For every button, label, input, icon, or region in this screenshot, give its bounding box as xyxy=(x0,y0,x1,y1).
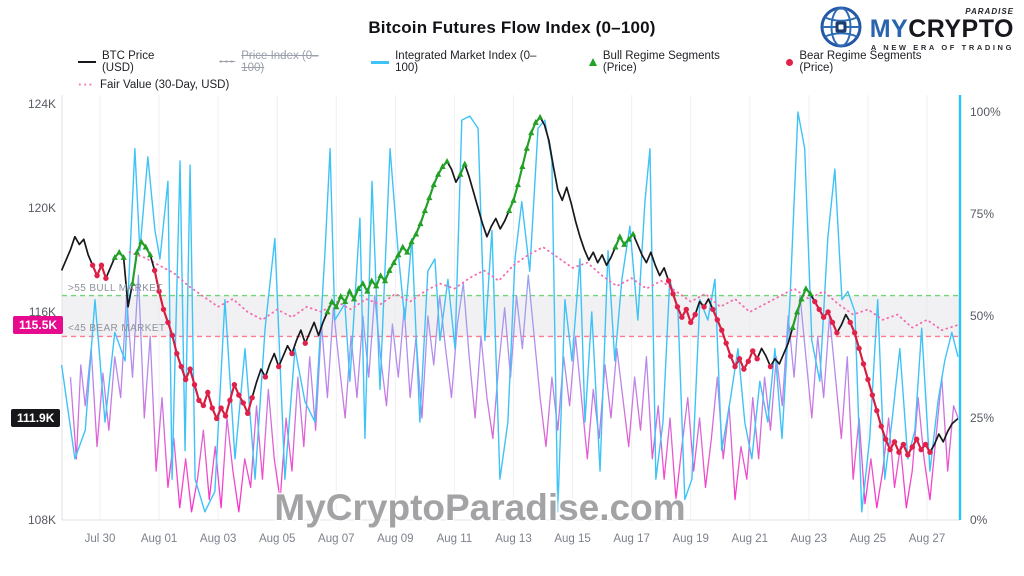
bull-threshold-label: >55 BULL MARKET xyxy=(68,282,163,294)
brand-logo: PARADISE MYCRYPTO A NEW ERA OF TRADING xyxy=(818,4,1014,55)
price-tick-label: 108K xyxy=(27,512,56,527)
page-title: Bitcoin Futures Flow Index (0–100) xyxy=(368,18,656,37)
legend-item-bear-segments[interactable]: Bear Regime Segments (Price) xyxy=(786,50,958,74)
date-tick-label: Aug 01 xyxy=(140,533,178,545)
date-tick-label: Aug 11 xyxy=(436,533,473,545)
legend-item-price-index[interactable]: ··· Price Index (0–100) xyxy=(219,50,319,74)
index-tick-label: 25% xyxy=(970,411,995,425)
index-tick-label: 0% xyxy=(970,513,988,527)
date-tick-label: Aug 25 xyxy=(849,533,887,545)
price-tick-label: 120K xyxy=(27,201,56,216)
triangle-swatch-icon xyxy=(588,58,597,66)
brand-name: MYCRYPTO xyxy=(869,14,1014,43)
brand-tagline: A NEW ERA OF TRADING xyxy=(870,42,1014,52)
date-tick-label: Aug 03 xyxy=(199,533,237,545)
brand-paradise: PARADISE xyxy=(965,6,1014,16)
chart-legend: BTC Price (USD) ··· Price Index (0–100) … xyxy=(78,50,958,96)
date-tick-label: Aug 27 xyxy=(908,533,946,545)
index-tick-label: 50% xyxy=(970,309,995,323)
line-swatch-icon xyxy=(78,61,96,63)
date-tick-label: Aug 09 xyxy=(377,533,414,545)
watermark: MyCryptoParadise.com xyxy=(274,487,686,528)
fair-value-badge: 115.5K xyxy=(13,315,64,334)
date-tick-label: Aug 13 xyxy=(495,533,532,545)
dotted-swatch-icon: ··· xyxy=(78,77,94,92)
index-tick-label: 100% xyxy=(970,105,1001,119)
date-tick-label: Aug 07 xyxy=(318,533,355,545)
date-tick-label: Aug 19 xyxy=(672,533,709,545)
dotted-swatch-icon: ··· xyxy=(219,54,236,69)
date-tick-label: Jul 30 xyxy=(84,533,116,545)
date-tick-label: Aug 15 xyxy=(554,533,591,545)
dot-swatch-icon xyxy=(786,58,794,66)
bear-threshold-label: <45 BEAR MARKET xyxy=(68,323,166,335)
date-tick-label: Aug 05 xyxy=(258,533,296,545)
price-tick-label: 124K xyxy=(27,97,56,112)
date-tick-label: Aug 23 xyxy=(790,533,828,545)
legend-item-btc-price[interactable]: BTC Price (USD) xyxy=(78,50,189,74)
legend-item-bull-segments[interactable]: Bull Regime Segments (Price) xyxy=(588,50,757,74)
price-tick-label: 116K xyxy=(28,305,56,319)
globe-icon xyxy=(818,4,864,55)
line-swatch-icon xyxy=(371,60,390,64)
date-tick-label: Aug 17 xyxy=(613,533,650,545)
legend-item-fair-value[interactable]: ··· Fair Value (30-Day, USD) xyxy=(78,77,230,92)
last-price-badge: 111.9K xyxy=(11,409,61,428)
date-tick-label: Aug 21 xyxy=(731,533,768,545)
index-tick-label: 75% xyxy=(970,207,995,221)
legend-item-integrated-index[interactable]: Integrated Market Index (0–100) xyxy=(371,50,559,74)
